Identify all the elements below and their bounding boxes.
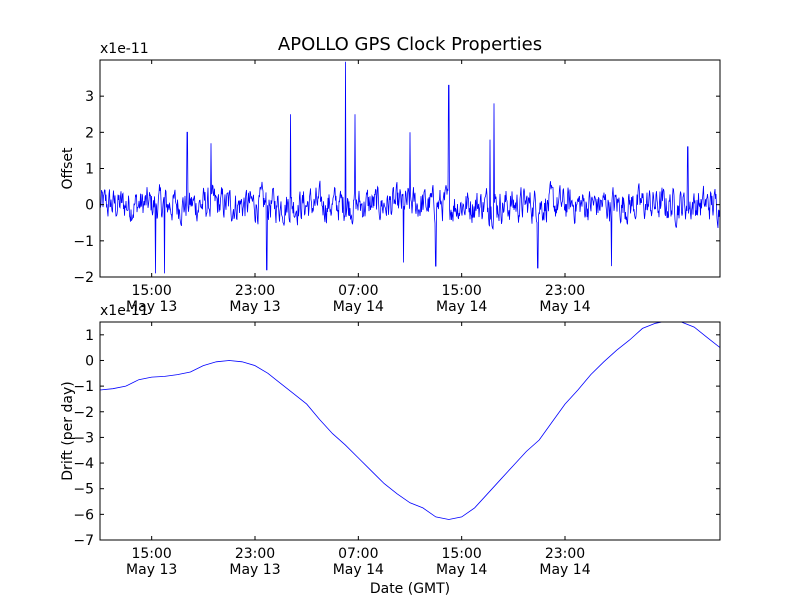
y-tick-label: 1 xyxy=(85,162,94,178)
x-tick-time: 07:00 xyxy=(338,546,378,562)
x-tick-time: 23:00 xyxy=(545,546,585,562)
x-tick-time: 23:00 xyxy=(235,283,275,299)
x-tick-date: May 14 xyxy=(436,299,487,315)
y-axis-label: Drift (per day) xyxy=(60,381,76,480)
y-tick-label: 0 xyxy=(85,198,94,214)
x-tick-time: 23:00 xyxy=(545,283,585,299)
y-tick-label: −7 xyxy=(73,533,94,549)
x-tick-time: 15:00 xyxy=(441,283,481,299)
y-tick-label: −5 xyxy=(73,482,94,498)
x-tick-date: May 13 xyxy=(126,299,177,315)
x-axis-label: Date (GMT) xyxy=(370,581,450,597)
y-tick-label: 2 xyxy=(85,125,94,141)
y-tick-label: −3 xyxy=(73,430,94,446)
x-tick-date: May 13 xyxy=(229,299,280,315)
y-tick-label: −4 xyxy=(73,456,94,472)
y-tick-label: −1 xyxy=(73,234,94,250)
y-tick-label: −6 xyxy=(73,507,94,523)
figure-title: APOLLO GPS Clock Properties xyxy=(278,34,542,55)
x-tick-time: 23:00 xyxy=(235,546,275,562)
drift-line xyxy=(100,322,720,520)
y-tick-label: 3 xyxy=(85,89,94,105)
y-tick-label: −1 xyxy=(73,379,94,395)
y-axis-label: Offset xyxy=(60,147,76,190)
y-tick-label: 1 xyxy=(85,328,94,344)
plot-frame xyxy=(99,321,721,541)
x-tick-date: May 14 xyxy=(539,562,590,578)
y-tick-label: 0 xyxy=(85,353,94,369)
offset-line xyxy=(100,61,720,274)
y-tick-label: −2 xyxy=(73,405,94,421)
multiplier-label: x1e-11 xyxy=(100,303,149,319)
x-tick-time: 15:00 xyxy=(131,283,171,299)
x-tick-date: May 14 xyxy=(436,562,487,578)
multiplier-label: x1e-11 xyxy=(100,41,149,57)
x-tick-date: May 14 xyxy=(333,562,384,578)
x-tick-time: 15:00 xyxy=(131,546,171,562)
x-tick-time: 07:00 xyxy=(338,283,378,299)
x-tick-date: May 14 xyxy=(539,299,590,315)
x-tick-date: May 13 xyxy=(126,562,177,578)
x-tick-date: May 14 xyxy=(333,299,384,315)
y-tick-label: −2 xyxy=(73,270,94,286)
x-tick-time: 15:00 xyxy=(441,546,481,562)
x-tick-date: May 13 xyxy=(229,562,280,578)
